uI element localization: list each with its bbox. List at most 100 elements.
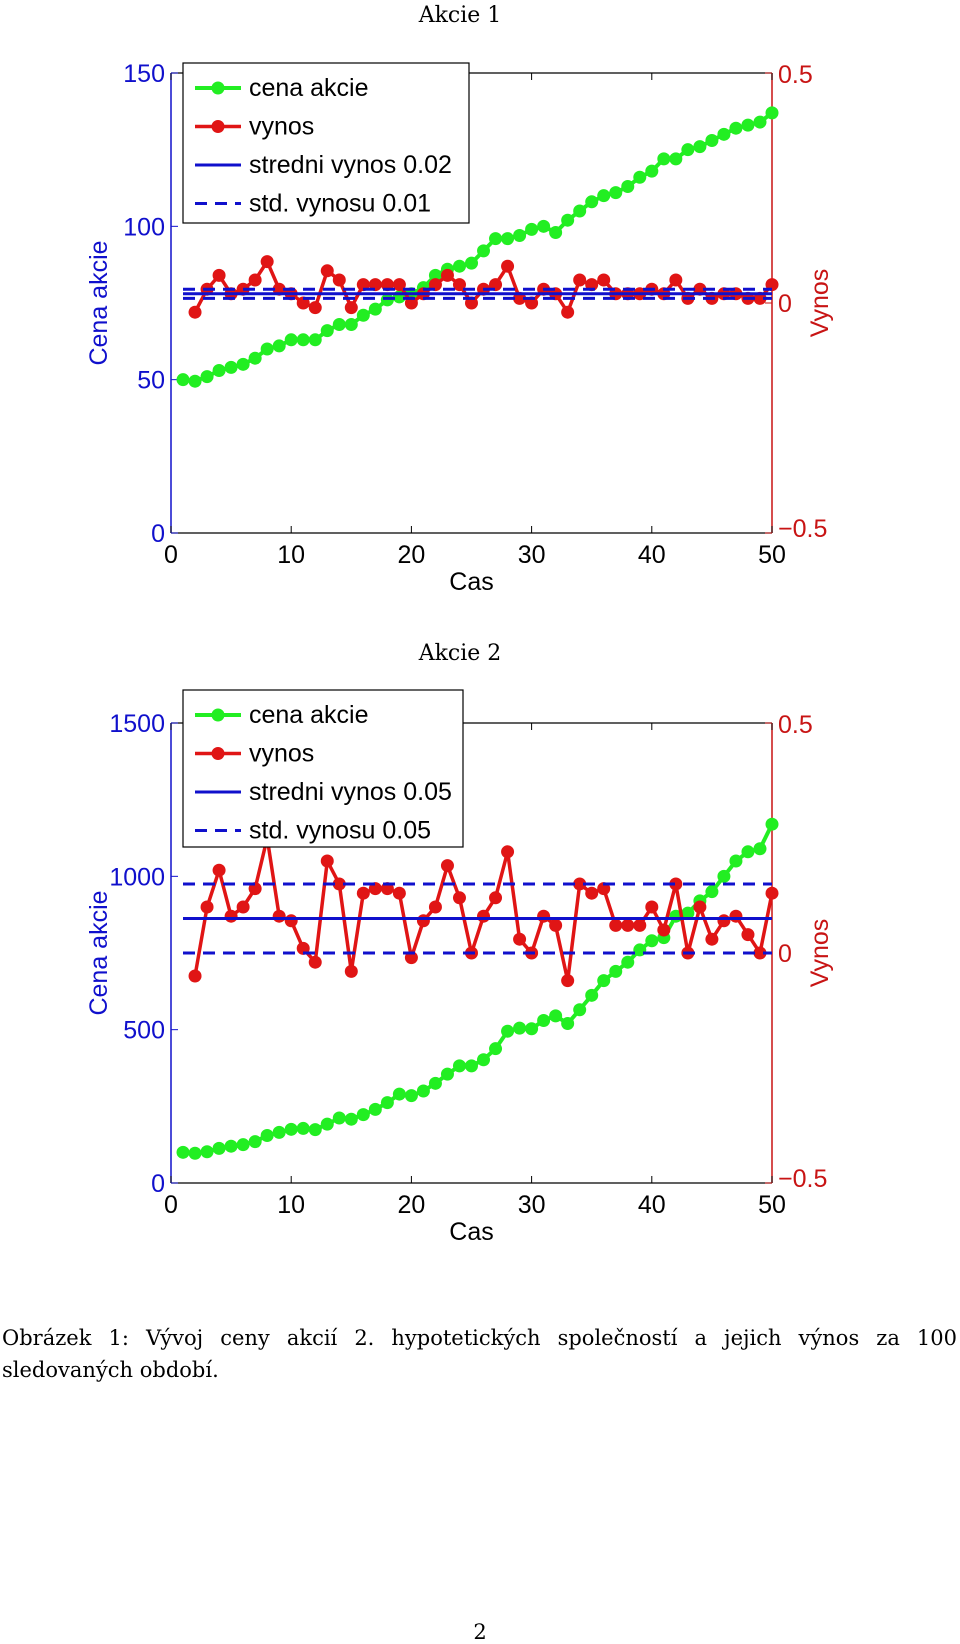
return-point — [260, 255, 274, 269]
price-point — [392, 1087, 406, 1101]
price-point — [356, 308, 370, 322]
price-point — [284, 333, 298, 347]
y-tick-label-left: 50 — [137, 367, 165, 395]
price-point — [477, 244, 491, 258]
return-point — [188, 969, 202, 983]
price-point — [176, 1145, 190, 1159]
legend-label: stredni vynos 0.05 — [249, 778, 452, 806]
x-tick-label: 40 — [638, 541, 666, 569]
price-point — [717, 869, 731, 883]
price-point — [717, 127, 731, 141]
price-point — [621, 955, 635, 969]
legend-label: vynos — [249, 113, 314, 141]
chart-akcie-2: Akcie 2 0 10 20 30 40 50 Cas 0 500 1000 1500 Cena ak… — [85, 641, 834, 1246]
price-point — [705, 133, 719, 147]
price-point — [537, 1013, 551, 1027]
price-point — [452, 1059, 466, 1073]
return-point — [308, 955, 322, 969]
return-point — [669, 877, 683, 891]
x-tick-label: 50 — [758, 1191, 786, 1219]
y-tick-label-right: −0.5 — [778, 515, 827, 543]
price-point — [501, 232, 515, 246]
price-point — [477, 1053, 491, 1067]
legend-label: cena akcie — [249, 74, 369, 102]
price-point — [368, 302, 382, 316]
price-point — [428, 268, 442, 282]
return-point — [332, 273, 346, 287]
return-point — [344, 301, 358, 315]
price-point — [585, 988, 599, 1002]
chart-title: Akcie 2 — [418, 641, 502, 666]
legend-label: stredni vynos 0.02 — [249, 151, 452, 179]
price-point — [525, 222, 539, 236]
return-point — [440, 859, 454, 873]
price-point — [597, 189, 611, 203]
return-point — [356, 886, 370, 900]
y-tick-label-left: 0 — [151, 520, 165, 548]
return-point — [633, 918, 647, 932]
x-tick-label: 20 — [397, 541, 425, 569]
price-point — [212, 1141, 226, 1155]
return-point — [489, 891, 503, 905]
return-point — [212, 863, 226, 877]
y-axis-label-left: Cena akcie — [85, 890, 113, 1015]
price-point — [705, 885, 719, 899]
return-point — [645, 900, 659, 914]
y-axis-label-right: Vynos — [806, 269, 834, 338]
chart-akcie-1: Akcie 1 0 10 20 30 40 50 Cas 0 50 100 150 Cena akcie… — [85, 3, 834, 596]
price-point — [260, 342, 274, 356]
price-point — [741, 845, 755, 859]
price-point — [765, 817, 779, 831]
price-point — [332, 1111, 346, 1125]
price-point — [645, 164, 659, 178]
price-point — [440, 1067, 454, 1081]
price-point — [320, 1117, 334, 1131]
price-point — [188, 374, 202, 388]
x-tick-label: 10 — [277, 541, 305, 569]
return-point — [200, 900, 214, 914]
price-point — [741, 118, 755, 132]
return-point — [729, 909, 743, 923]
return-point — [320, 264, 334, 278]
legend-label: std. vynosu 0.01 — [249, 190, 431, 218]
price-point — [332, 317, 346, 331]
price-point — [344, 1112, 358, 1126]
price-point — [465, 256, 478, 270]
price-point — [284, 1122, 298, 1136]
price-point — [212, 363, 226, 377]
price-point — [465, 1059, 478, 1073]
return-point — [477, 909, 491, 923]
return-point — [236, 900, 250, 914]
price-point — [753, 115, 767, 129]
return-point — [392, 278, 406, 292]
return-point — [284, 914, 298, 928]
legend-marker-return — [211, 120, 225, 133]
price-point — [428, 1076, 442, 1090]
return-point — [705, 932, 719, 946]
return-point — [452, 278, 466, 292]
return-point — [452, 891, 466, 905]
price-point — [609, 186, 623, 200]
return-point — [573, 273, 587, 287]
return-point — [717, 914, 731, 928]
price-point — [236, 357, 250, 371]
price-point — [681, 143, 695, 157]
y-tick-label-right: −0.5 — [778, 1165, 827, 1193]
x-tick-label: 30 — [518, 1191, 546, 1219]
return-point — [248, 273, 262, 287]
return-point — [585, 886, 599, 900]
price-point — [272, 1125, 286, 1139]
price-point — [188, 1146, 202, 1160]
price-point — [525, 1022, 539, 1036]
price-point — [729, 854, 743, 868]
price-point — [200, 370, 214, 384]
price-point — [224, 360, 238, 374]
price-point — [681, 906, 695, 920]
return-point — [621, 918, 635, 932]
return-point — [308, 301, 322, 315]
price-point — [224, 1139, 238, 1153]
return-point — [272, 909, 286, 923]
legend-label: cena akcie — [249, 701, 369, 729]
price-point — [248, 351, 262, 365]
price-point — [573, 204, 587, 218]
